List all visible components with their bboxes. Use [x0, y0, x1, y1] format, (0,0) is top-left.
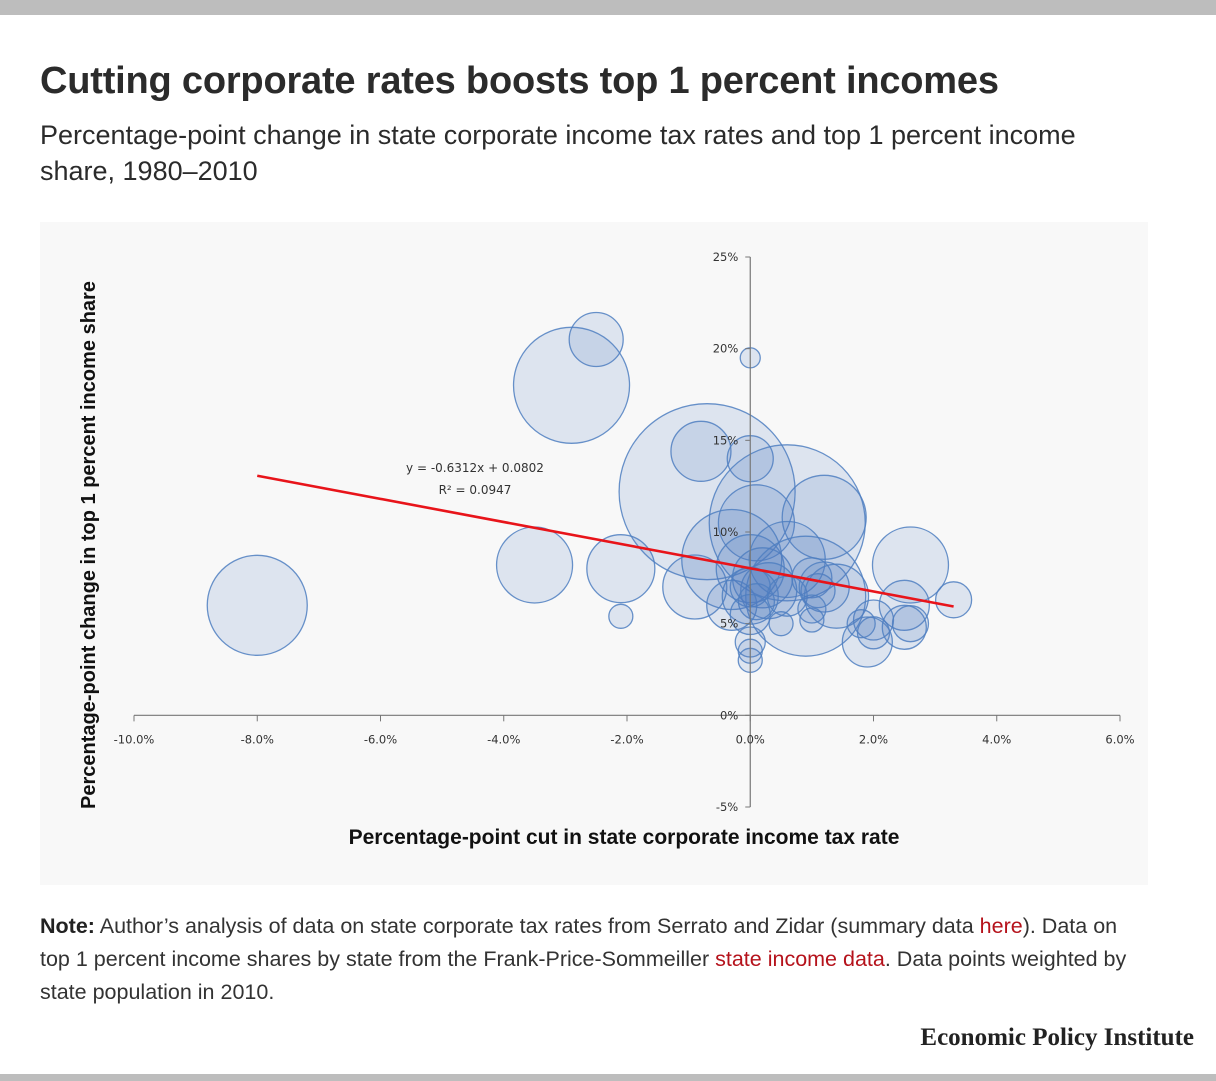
data-bubble [618, 403, 796, 581]
x-tick-label: -6.0% [364, 732, 397, 746]
data-bubble [881, 604, 927, 650]
data-bubble [206, 554, 308, 656]
x-tick-label: -10.0% [114, 732, 155, 746]
data-bubble [841, 616, 893, 668]
data-bubble [717, 484, 796, 562]
data-bubble [608, 603, 634, 629]
y-tick-label: 15% [713, 433, 739, 447]
note-text-2: ). Data on top 1 percent income shares b… [40, 914, 1118, 971]
data-bubble [934, 581, 973, 619]
note: Note: Author’s analysis of data on state… [40, 910, 1150, 1009]
x-tick-label: 2.0% [859, 732, 888, 746]
y-tick-label: 0% [720, 708, 738, 722]
trend-r-squared-label: R² = 0.0947 [439, 483, 512, 497]
y-tick-label: 20% [713, 342, 739, 356]
data-bubble [568, 311, 624, 368]
data-bubble [781, 474, 867, 560]
chart-area: -10.0% -8.0% -6.0% -4.0% -2.0% 0.0% 2.0% 4.0% 6.… [40, 222, 1148, 885]
bottom-border [0, 1074, 1216, 1081]
x-tick-label: -4.0% [487, 732, 520, 746]
data-bubble [662, 554, 728, 620]
brand-logo: Economic Policy Institute [920, 1024, 1194, 1051]
y-tick-label: -5% [716, 800, 738, 814]
data-bubble [681, 508, 783, 611]
chart-title: Cutting corporate rates boosts top 1 per… [40, 60, 999, 102]
note-link-state-income-data[interactable]: state income data [715, 947, 885, 971]
y-axis-title: Percentage-point change in top 1 percent… [78, 281, 100, 809]
x-axis-title: Percentage-point cut in state corporate … [349, 826, 900, 849]
x-tick-label: 0.0% [736, 732, 765, 746]
x-tick-label: 4.0% [982, 732, 1011, 746]
bubble-chart: -10.0% -8.0% -6.0% -4.0% -2.0% 0.0% 2.0% 4.0% 6.… [78, 250, 1135, 849]
x-tick-label: 6.0% [1105, 732, 1134, 746]
y-tick-label: 5% [720, 617, 738, 631]
x-tick-label: -2.0% [610, 732, 643, 746]
axes-layer [133, 256, 1121, 808]
data-bubble [586, 534, 656, 604]
data-bubble [670, 420, 732, 482]
note-text-1: Author’s analysis of data on state corpo… [94, 914, 980, 938]
data-bubble [797, 594, 827, 624]
trendline [257, 474, 954, 608]
top-border [0, 0, 1216, 15]
data-bubble [495, 526, 574, 604]
chart-subtitle: Percentage-point change in state corpora… [40, 120, 1076, 186]
note-label: Note: [40, 914, 95, 938]
trend-equation-label: y = -0.6312x + 0.0802 [406, 461, 544, 475]
data-bubble [768, 611, 794, 637]
x-tick-label: -8.0% [241, 732, 274, 746]
bubbles-layer [206, 311, 973, 673]
note-text-3: . Data points weighted by state populati… [40, 947, 1127, 1004]
labels-layer: -10.0% -8.0% -6.0% -4.0% -2.0% 0.0% 2.0% 4.0% 6.… [78, 250, 1135, 849]
trendline-layer [257, 474, 954, 608]
note-link-here[interactable]: here [979, 914, 1023, 938]
data-bubble [737, 583, 776, 621]
data-bubble [799, 607, 825, 633]
y-tick-label: 25% [713, 250, 739, 264]
data-bubble [512, 326, 631, 444]
y-tick-label: 10% [713, 525, 739, 539]
data-bubble [846, 609, 876, 639]
